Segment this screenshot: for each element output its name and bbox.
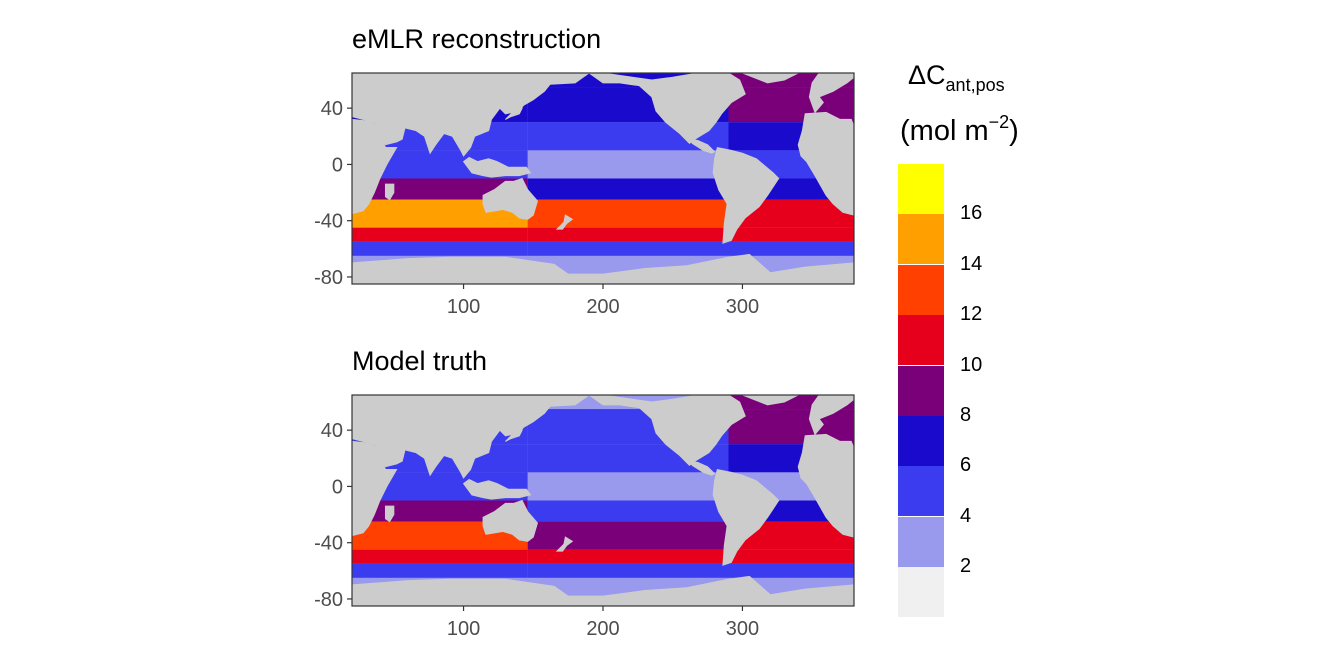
- legend-key: [898, 365, 944, 416]
- y-tick-label: -80: [314, 589, 343, 611]
- panel-title-model-truth: Model truth: [352, 346, 488, 376]
- legend-key: [898, 416, 944, 466]
- legend-title: ΔCant,pos: [908, 60, 1005, 95]
- band-indian-7: [352, 241, 528, 256]
- band-pacific-5: [527, 199, 729, 228]
- legend-unit: (mol m−2): [900, 112, 1019, 147]
- central-america-land: [688, 460, 716, 476]
- south-america-land: [712, 468, 780, 566]
- band-pacific-3: [527, 150, 729, 179]
- y-tick-label: -40: [314, 211, 343, 233]
- y-tick-label: 0: [332, 476, 343, 498]
- x-tick-label: 100: [447, 618, 480, 640]
- greenland-land: [742, 73, 799, 84]
- x-tick-label: 100: [447, 296, 480, 318]
- legend-break-label: 16: [960, 202, 983, 225]
- y-tick-label: -40: [314, 533, 343, 555]
- band-pacific-6: [527, 227, 729, 242]
- band-indian-6: [352, 549, 528, 564]
- band-atlantic-6: [728, 549, 854, 564]
- band-atlantic-6: [728, 227, 854, 242]
- color-legend: ΔCant,pos (mol m−2) 2 4 6 8 10 12 14 16: [880, 56, 1040, 636]
- band-pacific-7: [527, 563, 729, 578]
- eurasia-land: [352, 73, 590, 157]
- band-indian-4: [352, 178, 528, 200]
- band-pacific-4: [527, 500, 729, 522]
- band-atlantic-7: [728, 241, 854, 256]
- greenland-land: [742, 395, 799, 406]
- indonesia-land: [462, 156, 532, 178]
- legend-break-label: 10: [960, 353, 983, 376]
- legend-break-label: 4: [960, 504, 972, 527]
- band-pacific-7: [527, 241, 729, 256]
- legend-break-label: 2: [960, 555, 972, 578]
- legend-break-label: 14: [960, 252, 983, 275]
- eurasia-land: [352, 395, 590, 479]
- madagascar-land: [384, 505, 395, 523]
- x-tick-label: 300: [726, 618, 759, 640]
- madagascar-land: [384, 183, 395, 201]
- band-indian-7: [352, 563, 528, 578]
- north-america-land: [588, 73, 746, 144]
- y-tick-label: 40: [321, 420, 343, 442]
- legend-key: [898, 567, 944, 618]
- japan-land: [505, 101, 523, 120]
- x-tick-label: 300: [726, 296, 759, 318]
- antarctica-land: [352, 575, 854, 606]
- band-pacific-6: [527, 549, 729, 564]
- europe-land: [808, 73, 854, 114]
- indonesia-land: [462, 478, 532, 500]
- japan-land: [505, 423, 523, 442]
- x-tick-label: 200: [586, 296, 619, 318]
- africa-land: [797, 433, 854, 538]
- australia-land: [482, 177, 539, 220]
- legend-key: [898, 214, 944, 265]
- australia-land: [482, 499, 539, 542]
- map-plot-area: [352, 73, 854, 284]
- africa-land: [797, 111, 854, 216]
- y-tick-label: 0: [332, 154, 343, 176]
- x-tick-label: 200: [586, 618, 619, 640]
- legend-break-label: 12: [960, 303, 983, 326]
- new-zealand-land: [555, 214, 574, 230]
- band-pacific-5: [527, 521, 729, 550]
- legend-key: [898, 264, 944, 315]
- map-plot-area: [352, 395, 854, 606]
- legend-key: [898, 516, 944, 567]
- legend-key: [898, 315, 944, 366]
- panel-title-emlr: eMLR reconstruction: [352, 24, 602, 54]
- band-indian-6: [352, 227, 528, 242]
- band-pacific-3: [527, 472, 729, 501]
- y-tick-label: 40: [321, 98, 343, 120]
- antarctica-land: [352, 253, 854, 284]
- south-america-land: [712, 146, 780, 244]
- north-america-land: [588, 395, 746, 466]
- legend-key: [898, 466, 944, 517]
- legend-break-label: 6: [960, 454, 972, 477]
- central-america-land: [688, 138, 716, 154]
- band-atlantic-7: [728, 563, 854, 578]
- y-tick-label: -80: [314, 267, 343, 289]
- legend-key: [898, 164, 944, 214]
- europe-land: [808, 395, 854, 436]
- band-pacific-4: [527, 178, 729, 200]
- legend-break-label: 8: [960, 404, 972, 426]
- band-indian-4: [352, 500, 528, 522]
- new-zealand-land: [555, 536, 574, 552]
